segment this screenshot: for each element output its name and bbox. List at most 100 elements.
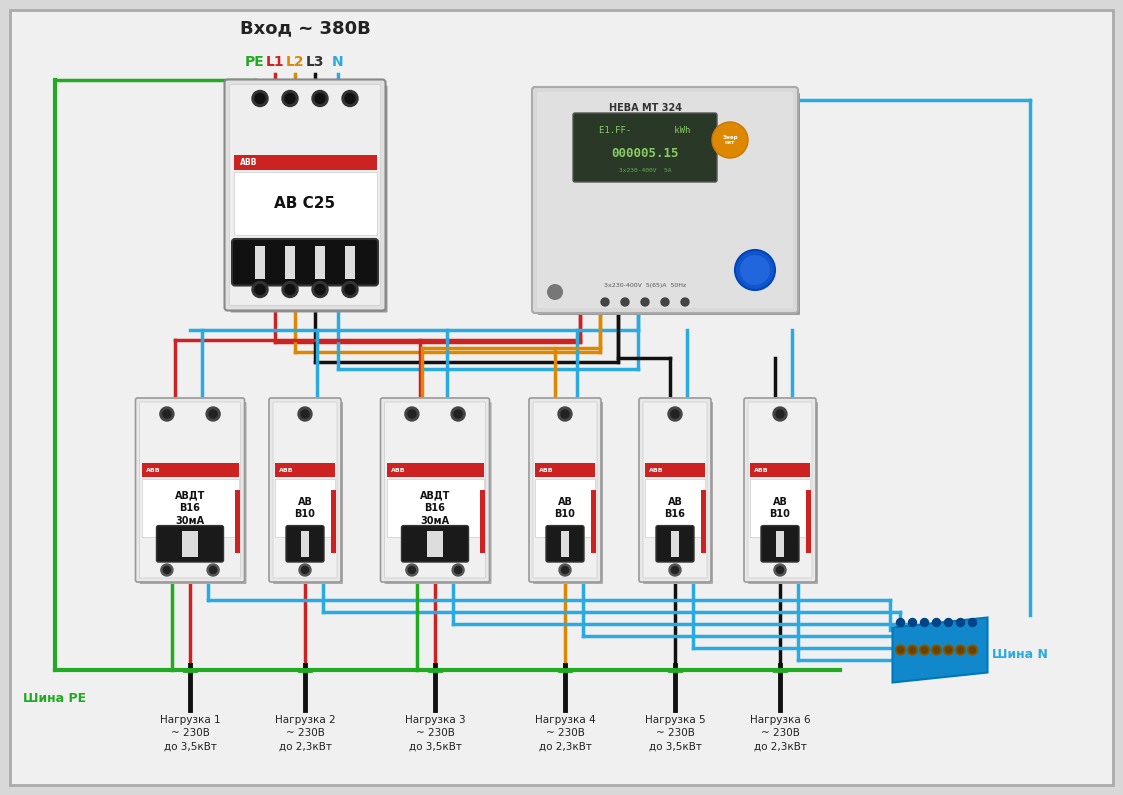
Text: ABB: ABB bbox=[754, 467, 768, 473]
Text: АВ
В10: АВ В10 bbox=[769, 497, 791, 519]
Bar bbox=[806, 490, 811, 553]
Circle shape bbox=[968, 645, 977, 655]
Circle shape bbox=[163, 410, 171, 418]
FancyBboxPatch shape bbox=[381, 398, 490, 582]
FancyBboxPatch shape bbox=[573, 113, 716, 182]
Circle shape bbox=[776, 567, 784, 573]
Circle shape bbox=[164, 567, 171, 573]
Bar bbox=[591, 490, 596, 553]
Circle shape bbox=[345, 94, 355, 103]
Circle shape bbox=[408, 410, 416, 418]
Bar bbox=[428, 530, 442, 557]
Circle shape bbox=[920, 645, 930, 655]
Text: НЕВА МТ 324: НЕВА МТ 324 bbox=[609, 103, 682, 113]
Circle shape bbox=[773, 407, 787, 421]
Text: 3x230-400V  5A: 3x230-400V 5A bbox=[619, 168, 672, 173]
Circle shape bbox=[910, 647, 915, 653]
Text: АВ
В16: АВ В16 bbox=[665, 497, 685, 519]
FancyBboxPatch shape bbox=[532, 87, 798, 313]
Circle shape bbox=[661, 298, 669, 306]
Text: ABB: ABB bbox=[239, 158, 257, 167]
FancyBboxPatch shape bbox=[384, 402, 492, 584]
FancyBboxPatch shape bbox=[232, 239, 378, 285]
FancyBboxPatch shape bbox=[270, 398, 341, 582]
Bar bbox=[314, 246, 325, 278]
Circle shape bbox=[943, 645, 953, 655]
Text: Нагрузка 6
~ 230В
до 2,3кВт: Нагрузка 6 ~ 230В до 2,3кВт bbox=[750, 715, 811, 751]
Circle shape bbox=[895, 645, 905, 655]
Circle shape bbox=[641, 298, 649, 306]
FancyBboxPatch shape bbox=[529, 398, 601, 582]
Bar bbox=[275, 479, 335, 537]
FancyBboxPatch shape bbox=[225, 80, 385, 311]
Circle shape bbox=[562, 567, 568, 573]
FancyBboxPatch shape bbox=[748, 402, 818, 584]
Text: АВДТ
В16
30мА: АВДТ В16 30мА bbox=[175, 491, 206, 525]
Bar bbox=[701, 490, 706, 553]
Text: PE: PE bbox=[245, 55, 265, 69]
Circle shape bbox=[454, 410, 462, 418]
Circle shape bbox=[969, 647, 976, 653]
FancyBboxPatch shape bbox=[538, 93, 800, 315]
Circle shape bbox=[405, 564, 418, 576]
Circle shape bbox=[558, 407, 572, 421]
Bar bbox=[750, 479, 810, 537]
Text: Нагрузка 5
~ 230В
до 3,5кВт: Нагрузка 5 ~ 230В до 3,5кВт bbox=[645, 715, 705, 751]
Circle shape bbox=[161, 564, 173, 576]
Circle shape bbox=[968, 619, 977, 626]
FancyBboxPatch shape bbox=[139, 402, 240, 578]
FancyBboxPatch shape bbox=[643, 402, 707, 578]
Circle shape bbox=[255, 285, 265, 294]
Text: L1: L1 bbox=[266, 55, 284, 69]
FancyBboxPatch shape bbox=[139, 402, 247, 584]
Text: ABB: ABB bbox=[146, 467, 161, 473]
Circle shape bbox=[668, 407, 682, 421]
Bar bbox=[301, 530, 309, 557]
Bar bbox=[235, 490, 239, 553]
Bar bbox=[776, 530, 784, 557]
Text: Нагрузка 4
~ 230В
до 2,3кВт: Нагрузка 4 ~ 230В до 2,3кВт bbox=[535, 715, 595, 751]
Circle shape bbox=[907, 645, 917, 655]
Circle shape bbox=[301, 410, 309, 418]
Text: 3x230-400V  5(65)A  50Hz: 3x230-400V 5(65)A 50Hz bbox=[604, 282, 686, 288]
Text: Шина N: Шина N bbox=[992, 649, 1048, 661]
Circle shape bbox=[312, 281, 328, 297]
Text: ABB: ABB bbox=[649, 467, 664, 473]
Bar bbox=[670, 530, 679, 557]
Circle shape bbox=[299, 564, 311, 576]
FancyBboxPatch shape bbox=[639, 398, 711, 582]
Text: АВДТ
В16
30мА: АВДТ В16 30мА bbox=[420, 491, 450, 525]
Circle shape bbox=[312, 91, 328, 107]
Bar bbox=[234, 154, 376, 170]
Circle shape bbox=[672, 410, 679, 418]
Polygon shape bbox=[893, 618, 987, 682]
Bar bbox=[535, 479, 595, 537]
Bar bbox=[285, 246, 295, 278]
FancyBboxPatch shape bbox=[156, 525, 223, 562]
Circle shape bbox=[255, 94, 265, 103]
Circle shape bbox=[672, 567, 678, 573]
FancyBboxPatch shape bbox=[748, 402, 812, 578]
Circle shape bbox=[314, 285, 325, 294]
Text: Энер
гит: Энер гит bbox=[722, 134, 738, 145]
Bar bbox=[182, 530, 198, 557]
FancyBboxPatch shape bbox=[761, 525, 798, 562]
Bar bbox=[386, 463, 484, 478]
Circle shape bbox=[932, 619, 940, 626]
Circle shape bbox=[946, 647, 951, 653]
Circle shape bbox=[712, 122, 748, 158]
Circle shape bbox=[958, 647, 964, 653]
Circle shape bbox=[298, 407, 312, 421]
FancyBboxPatch shape bbox=[533, 402, 603, 584]
FancyBboxPatch shape bbox=[643, 402, 713, 584]
Text: Шина PE: Шина PE bbox=[24, 692, 86, 705]
Bar bbox=[331, 490, 336, 553]
Bar bbox=[255, 246, 265, 278]
Circle shape bbox=[207, 407, 220, 421]
Circle shape bbox=[314, 94, 325, 103]
Text: 000005.15: 000005.15 bbox=[611, 146, 678, 160]
Circle shape bbox=[933, 647, 940, 653]
FancyBboxPatch shape bbox=[10, 10, 1113, 785]
Circle shape bbox=[897, 647, 904, 653]
Circle shape bbox=[547, 284, 563, 300]
